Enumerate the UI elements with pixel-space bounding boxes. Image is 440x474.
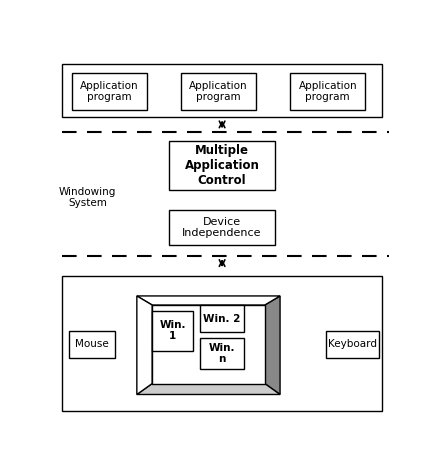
Text: Win.
n: Win. n [209,343,235,364]
Bar [169,210,275,245]
Text: Application
program: Application program [298,81,357,102]
Text: Win. 2: Win. 2 [203,314,241,324]
Bar [326,331,379,358]
Text: Application
program: Application program [80,81,139,102]
Text: Mouse: Mouse [75,339,109,349]
Text: Win.
1: Win. 1 [159,320,186,341]
Text: Windowing
System: Windowing System [59,187,116,208]
Bar [200,338,244,369]
Polygon shape [137,296,152,394]
Bar [290,73,365,110]
Bar [72,73,147,110]
Text: Device
Independence: Device Independence [182,217,262,238]
Polygon shape [137,383,280,394]
Polygon shape [265,296,280,394]
Text: Keyboard: Keyboard [328,339,377,349]
Text: Multiple
Application
Control: Multiple Application Control [185,144,260,187]
Bar [200,305,244,332]
Bar [181,73,256,110]
Bar [69,331,115,358]
Bar [152,305,265,383]
Bar [62,276,382,411]
Bar [169,141,275,190]
Text: Application
program: Application program [189,81,248,102]
Polygon shape [137,296,280,305]
Bar [62,64,382,117]
Bar [152,310,193,351]
